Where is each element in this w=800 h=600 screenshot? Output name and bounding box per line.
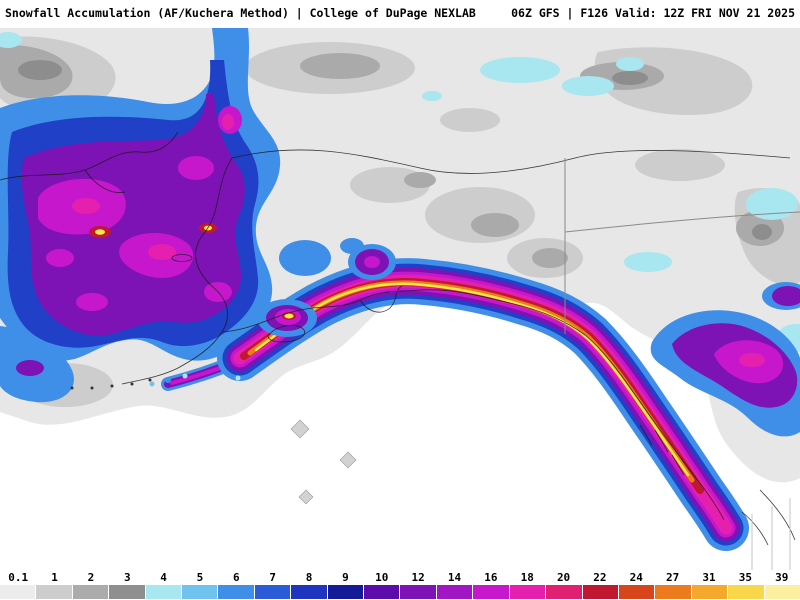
color-scale-legend: 0.1 1 2 3 4 5 6 7 8 9 10 12 14 16 18 20 22 24 27 31 35 39: [0, 570, 800, 600]
title-bar: Snowfall Accumulation (AF/Kuchera Method…: [0, 0, 800, 26]
legend-cell: [182, 585, 218, 599]
legend-cell: [218, 585, 254, 599]
legend-label: 3: [123, 571, 131, 584]
legend-cell: [0, 585, 36, 599]
legend-label: 31: [702, 571, 716, 584]
legend-label: 5: [196, 571, 204, 584]
cyan-contours: [0, 32, 800, 352]
legend-label: 1: [51, 571, 58, 584]
legend-cell: [546, 585, 582, 599]
kodiak-blob: [257, 244, 396, 337]
east-heavy-snow-contours: [650, 282, 800, 437]
legend-cell: [728, 585, 764, 599]
legend-label: 2: [87, 571, 95, 584]
legend-label: 10: [375, 571, 389, 584]
legend-label: 27: [666, 571, 680, 584]
legend-label: 16: [484, 571, 498, 584]
legend-cell: [254, 585, 291, 599]
aleutian-islands: [70, 378, 152, 390]
legend-cell: [291, 585, 327, 599]
legend-cell: [400, 585, 436, 599]
legend-label: 22: [593, 571, 607, 584]
legend-cell: [364, 585, 400, 599]
borders: [564, 158, 800, 334]
legend-labels: 0.1 1 2 3 4 5 6 7 8 9 10 12 14 16 18 20 22 24 27 31 35 39: [0, 570, 800, 585]
legend-cell: [655, 585, 691, 599]
legend-label: 18: [520, 571, 534, 584]
west-heavy-snow-contours: [0, 28, 378, 403]
legend-label: 12: [411, 571, 425, 584]
snowfall-map: [0, 28, 800, 570]
gulf-snow-diamonds: [290, 419, 357, 505]
legend-cell: [109, 585, 145, 599]
legend-label: 20: [556, 571, 571, 584]
legend-label: 24: [629, 571, 643, 584]
model-run-info: 06Z GFS | F126 Valid: 12Z FRI NOV 21 202…: [511, 6, 795, 20]
legend-cell: [72, 585, 109, 599]
coastlines: [0, 131, 796, 546]
map-area: [0, 26, 800, 570]
legend-label: 39: [775, 571, 789, 584]
legend-cell: [691, 585, 728, 599]
legend-label: 4: [160, 571, 167, 584]
graticule-lines: [751, 498, 791, 570]
legend-label: 8: [305, 571, 313, 584]
legend-cell: [509, 585, 546, 599]
legend-cell: [436, 585, 473, 599]
legend-cell: [327, 585, 364, 599]
legend-bar: [0, 585, 800, 599]
legend-cell: [145, 585, 182, 599]
legend-label: 7: [269, 571, 276, 584]
legend-label: 6: [233, 571, 240, 584]
legend-label: 9: [342, 571, 349, 584]
legend-cell: [582, 585, 618, 599]
map-title: Snowfall Accumulation (AF/Kuchera Method…: [5, 6, 476, 20]
legend-label: 0.1: [8, 571, 29, 584]
legend-cell: [618, 585, 655, 599]
legend-cell: [36, 585, 72, 599]
peninsula-specks: [149, 373, 241, 387]
legend-label: 14: [447, 571, 462, 584]
legend-cell: [764, 585, 800, 599]
legend-cell: [473, 585, 509, 599]
legend-label: 35: [738, 571, 752, 584]
